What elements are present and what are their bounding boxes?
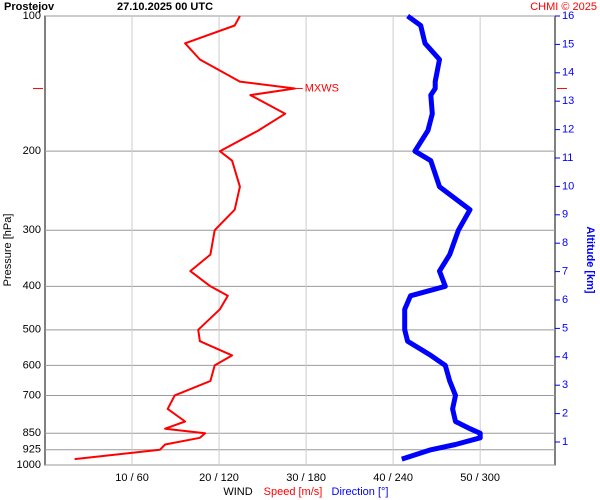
- y2-tick-label: 12: [562, 124, 574, 136]
- x-tick-label: 20 / 120: [199, 472, 239, 484]
- plot-frame: [44, 15, 556, 466]
- profile-line: [74, 15, 296, 461]
- y2-tick-label: 3: [562, 379, 568, 391]
- profile-line: [401, 13, 483, 462]
- y2-tick-label: 13: [562, 95, 574, 107]
- y-tick-label: 500: [23, 324, 41, 336]
- y2-tick-label: 9: [562, 209, 568, 221]
- y-tick-label: 850: [23, 427, 41, 439]
- chart-title: Prostejov: [4, 1, 55, 13]
- y-tick-label: 600: [23, 359, 41, 371]
- y2-tick-label: 1: [562, 436, 568, 448]
- x-axis-title: WIND: [223, 486, 252, 498]
- y2-tick-label: 16: [562, 10, 574, 22]
- legend-direction: Direction [°]: [332, 486, 389, 498]
- x-tick-label: 30 / 180: [286, 472, 326, 484]
- credit: CHMI © 2025: [530, 1, 597, 13]
- y2-tick-label: 5: [562, 322, 568, 334]
- x-tick-label: 10 / 60: [115, 472, 149, 484]
- y2-tick-label: 15: [562, 38, 574, 50]
- y-tick-label: 1000: [17, 459, 41, 471]
- y-tick-label: 300: [23, 224, 41, 236]
- y2-tick-label: 10: [562, 180, 574, 192]
- y-tick-label: 400: [23, 280, 41, 292]
- x-tick-label: 50 / 300: [460, 472, 500, 484]
- y-tick-label: 925: [23, 444, 41, 456]
- y-axis-title: Pressure [hPa]: [2, 214, 14, 287]
- y2-tick-label: 8: [562, 237, 568, 249]
- legend-speed: Speed [m/s]: [264, 486, 323, 498]
- y-tick-label: 200: [23, 145, 41, 157]
- x-tick-label: 40 / 240: [373, 472, 413, 484]
- annotation: MXWS: [305, 82, 339, 94]
- y-tick-label: 700: [23, 389, 41, 401]
- y2-tick-label: 2: [562, 408, 568, 420]
- y2-tick-label: 6: [562, 294, 568, 306]
- y2-tick-label: 7: [562, 266, 568, 278]
- chart-subtitle: 27.10.2025 00 UTC: [117, 1, 213, 13]
- y2-tick-label: 14: [562, 67, 574, 79]
- y2-tick-label: 4: [562, 351, 568, 363]
- y-tick-label: 100: [23, 10, 41, 22]
- y2-tick-label: 11: [562, 152, 573, 164]
- y2-axis-title: Altitude [km]: [584, 226, 596, 294]
